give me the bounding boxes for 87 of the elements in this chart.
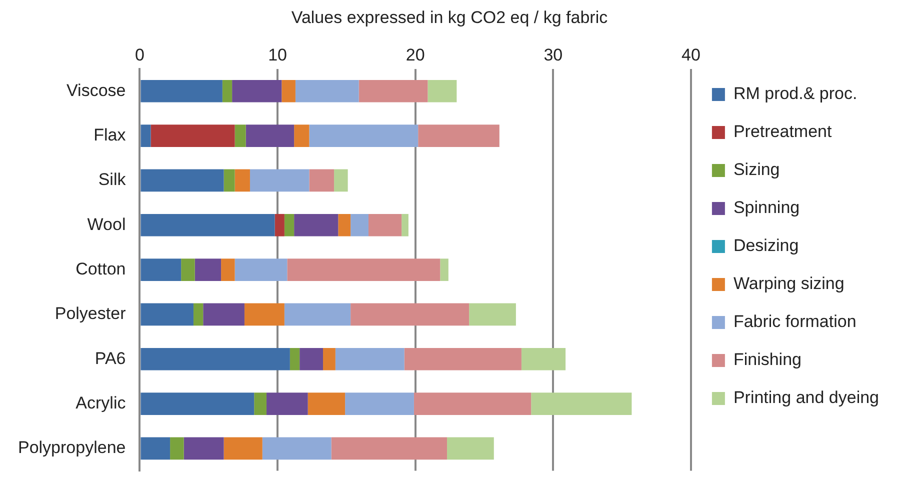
bar — [140, 214, 275, 236]
legend-label: Sizing — [733, 160, 780, 180]
y-tick-label: Cotton — [76, 259, 126, 278]
bar — [250, 169, 310, 192]
legend-label: Fabric formation — [733, 312, 856, 332]
bar — [232, 80, 282, 102]
bar — [338, 214, 351, 236]
bar — [140, 169, 224, 192]
bar — [262, 437, 332, 460]
bar — [368, 214, 402, 236]
bar — [170, 437, 184, 460]
legend-label: Desizing — [733, 236, 799, 256]
bar — [140, 392, 254, 415]
y-tick-label: Polypropylene — [18, 438, 126, 458]
chart-title: Values expressed in kg CO2 eq / kg fabric — [291, 8, 608, 27]
bar — [246, 124, 294, 147]
bar — [184, 437, 224, 460]
x-tick-label: 10 — [268, 45, 287, 64]
bar — [224, 169, 235, 192]
bar — [234, 169, 250, 192]
bar — [334, 169, 348, 192]
bar — [531, 392, 632, 415]
bar — [358, 80, 428, 102]
y-tick-label: Polyester — [54, 304, 126, 324]
bar — [194, 258, 222, 281]
bar — [222, 80, 232, 102]
bar — [266, 392, 308, 415]
legend-label: Warping sizing — [733, 274, 844, 294]
bar — [284, 303, 351, 326]
bar — [309, 169, 334, 192]
legend-label: Printing and dyeing — [733, 388, 879, 408]
bar — [224, 437, 262, 460]
bar — [469, 303, 516, 326]
legend-label: Finishing — [733, 350, 802, 370]
bar — [335, 348, 404, 370]
bar — [287, 258, 440, 281]
bar — [402, 214, 408, 236]
x-tick-label: 0 — [135, 45, 144, 64]
bar — [308, 392, 346, 415]
bar — [140, 303, 194, 326]
bar — [414, 392, 532, 415]
bar — [290, 348, 300, 370]
y-tick-label: Flax — [94, 125, 126, 144]
bar — [294, 214, 338, 236]
bar — [140, 124, 151, 147]
bar — [244, 303, 284, 326]
bar — [350, 214, 368, 236]
x-tick-label: 20 — [406, 45, 425, 64]
x-tick-label: 30 — [544, 45, 563, 64]
bar — [140, 258, 182, 281]
bar — [150, 124, 235, 147]
bar — [404, 348, 522, 370]
legend-label: RM prod.& proc. — [733, 84, 858, 104]
bar — [428, 80, 457, 102]
bar — [221, 258, 235, 281]
bar — [234, 258, 288, 281]
bar — [294, 124, 310, 147]
bar — [140, 80, 222, 102]
bar — [345, 392, 414, 415]
y-tick-label: Silk — [98, 170, 126, 190]
bar — [274, 214, 284, 236]
bar — [323, 348, 336, 370]
x-tick-label: 40 — [681, 45, 700, 64]
bar — [193, 303, 204, 326]
bar — [309, 124, 418, 147]
legend-label: Spinning — [733, 198, 800, 218]
y-tick-label: Acrylic — [76, 393, 126, 412]
bar — [418, 124, 500, 147]
bar — [300, 348, 324, 370]
bar — [203, 303, 244, 326]
bar — [140, 348, 290, 370]
bar — [140, 437, 170, 460]
bar — [254, 392, 267, 415]
bar — [350, 303, 470, 326]
y-tick-label: Viscose — [66, 80, 126, 100]
bar — [447, 437, 494, 460]
bar — [440, 258, 448, 281]
bar — [521, 348, 566, 370]
bar — [234, 124, 246, 147]
bar — [331, 437, 448, 460]
legend-label: Pretreatment — [733, 122, 832, 142]
y-tick-label: PA6 — [94, 348, 126, 368]
bar — [284, 214, 294, 236]
bar — [282, 80, 296, 102]
bar — [295, 80, 359, 102]
bar — [181, 258, 195, 281]
y-tick-label: Wool — [87, 214, 126, 234]
